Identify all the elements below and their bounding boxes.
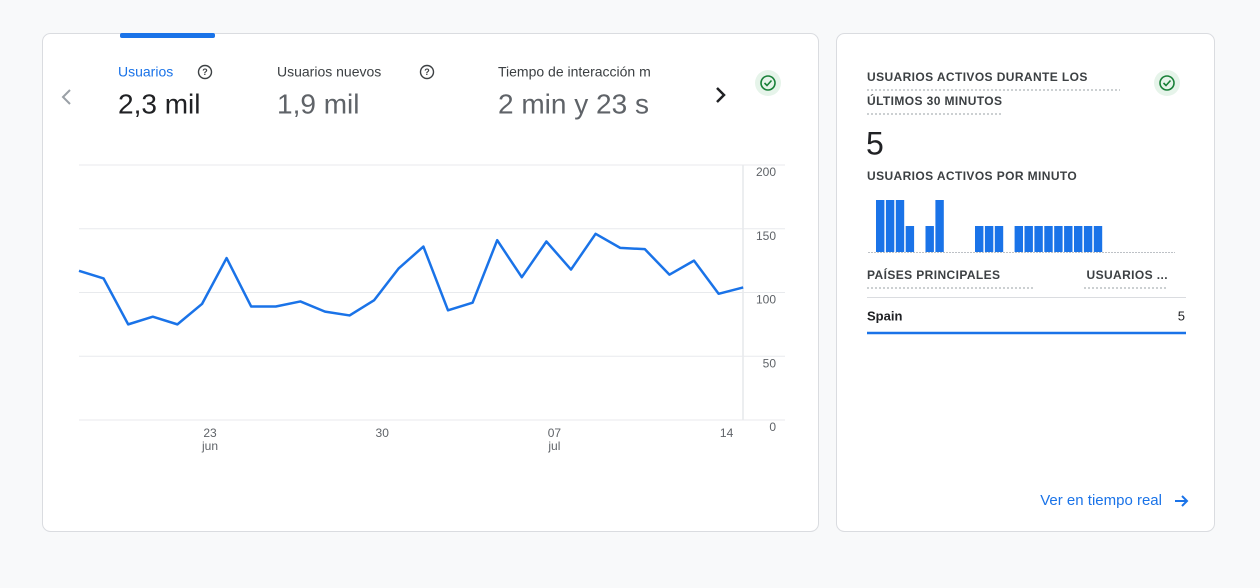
x-tick-label: 07 (548, 426, 562, 440)
help-icons (197, 64, 435, 80)
table-header: USUARIOS ... (1087, 268, 1168, 282)
bar (1064, 226, 1073, 252)
tab-value[interactable]: 2,3 mil (118, 88, 200, 119)
x-tick-label: 30 (376, 426, 390, 440)
active-count: 5 (866, 125, 884, 161)
bar (1024, 226, 1033, 252)
x-tick-label: jun (201, 439, 218, 453)
bar (1083, 226, 1093, 252)
table-header: PAÍSES PRINCIPALES (867, 267, 1000, 282)
tab-label[interactable]: Usuarios (118, 64, 173, 80)
bar (984, 226, 994, 252)
svg-text:?: ? (424, 67, 430, 77)
data-line (78, 232, 744, 326)
active-tab-indicator (120, 33, 215, 38)
bar (1054, 226, 1063, 252)
prev-button[interactable] (61, 89, 71, 105)
bar (1034, 226, 1043, 252)
status-icon (755, 70, 781, 96)
bar (925, 226, 934, 252)
realtime-title: USUARIOS ACTIVOS DURANTE LOS (867, 70, 1088, 84)
y-tick-label: 50 (763, 356, 777, 370)
x-tick-label: 23 (203, 426, 217, 440)
svg-text:?: ? (202, 67, 208, 77)
table-cell: Spain (867, 308, 902, 323)
realtime-title: ÚLTIMOS 30 MINUTOS (867, 93, 1002, 108)
tab-label[interactable]: Tiempo de interacción m (498, 64, 651, 80)
bar (905, 226, 915, 252)
bar (1074, 226, 1083, 252)
bar (876, 200, 885, 252)
link-arrow[interactable] (1175, 495, 1189, 507)
y-tick-label: 150 (756, 229, 776, 243)
bar (895, 200, 905, 252)
bar (975, 226, 984, 252)
tab-value[interactable]: 1,9 mil (277, 88, 359, 119)
realtime-card (836, 33, 1215, 532)
bar (935, 200, 944, 252)
table-cell: 5 (1178, 308, 1185, 323)
tab-value[interactable]: 2 min y 23 s (498, 88, 649, 119)
overview-card (42, 33, 819, 532)
bar (1014, 226, 1023, 252)
help-marks: ? ? (202, 67, 430, 77)
status-icon (1154, 70, 1180, 96)
next-button[interactable] (716, 87, 726, 103)
realtime-link[interactable]: Ver en tiempo real (1040, 492, 1162, 509)
bar (1093, 226, 1103, 252)
x-tick-label: jul (547, 439, 560, 453)
y-tick-label: 200 (756, 165, 776, 179)
bar-chart-title: USUARIOS ACTIVOS POR MINUTO (867, 169, 1077, 183)
y-tick-label: 100 (756, 293, 776, 307)
x-tick-label: 14 (720, 426, 734, 440)
bar (1044, 226, 1053, 252)
y-tick-label: 0 (769, 420, 776, 434)
tab-label[interactable]: Usuarios nuevos (277, 64, 381, 80)
bar (885, 200, 895, 252)
bar (994, 226, 1004, 252)
